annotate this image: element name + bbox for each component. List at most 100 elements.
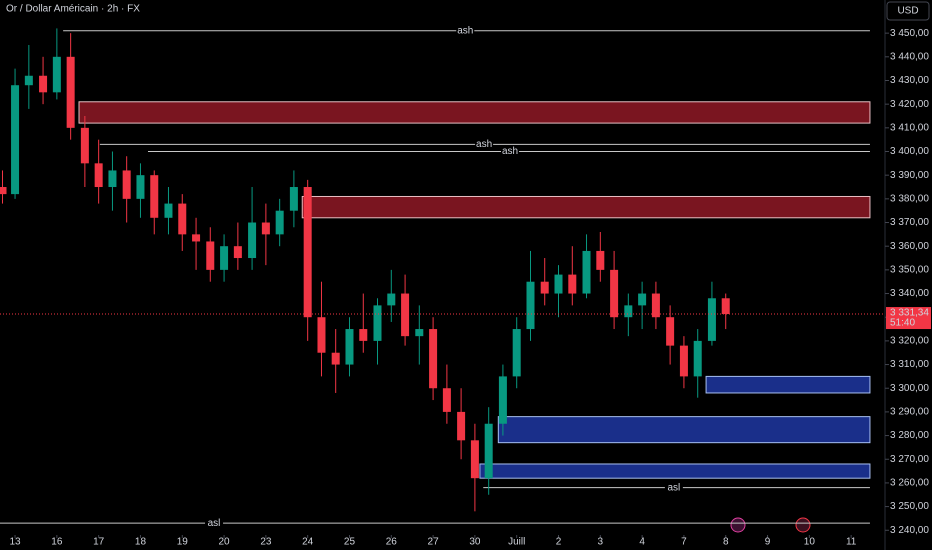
y-tick-label: 3 350,00 — [890, 265, 929, 276]
candle-body — [66, 56, 75, 128]
level-label: ash — [457, 25, 473, 36]
currency-label: USD — [897, 6, 918, 17]
candle-body — [707, 298, 716, 341]
candle-body — [24, 75, 33, 86]
candle-body — [512, 329, 521, 377]
candle-body — [220, 246, 229, 270]
y-tick-label: 3 290,00 — [890, 407, 929, 418]
x-tick-label: 16 — [51, 537, 63, 548]
level-label-bg — [664, 482, 683, 493]
candle-body — [289, 187, 298, 211]
candle-body — [568, 274, 577, 294]
candle-body — [638, 293, 647, 306]
currency-button[interactable] — [886, 1, 930, 21]
candle-body — [261, 222, 270, 235]
candle-body — [596, 250, 605, 270]
candle-body — [275, 210, 284, 235]
candle-body — [345, 329, 354, 365]
y-tick-label: 3 370,00 — [890, 217, 929, 228]
y-tick-label: 3 280,00 — [890, 430, 929, 441]
y-tick-label: 3 400,00 — [890, 146, 929, 157]
candle-body — [331, 352, 340, 365]
x-tick-label: 10 — [804, 537, 816, 548]
candle-body — [11, 85, 20, 195]
candle-body — [651, 293, 660, 318]
x-tick-label: 3 — [598, 537, 604, 548]
level-label: asl — [667, 482, 680, 493]
x-tick-label: 24 — [302, 537, 314, 548]
x-tick-label: 20 — [219, 537, 231, 548]
level-label-bg — [205, 518, 224, 529]
candle-body — [679, 345, 688, 377]
candle-body — [457, 411, 466, 441]
candle-body — [401, 293, 410, 337]
y-tick-label: 3 440,00 — [890, 51, 929, 62]
candle-body — [498, 376, 507, 424]
x-tick-label: 23 — [260, 537, 272, 548]
chart-title: Or / Dollar Américain · 2h · FX — [6, 4, 140, 15]
candle-body — [484, 423, 493, 479]
x-tick-label: 18 — [135, 537, 147, 548]
supply-zone — [78, 101, 871, 124]
x-tick-label: 8 — [723, 537, 729, 548]
candle-body — [192, 234, 201, 242]
candle-body — [387, 293, 396, 306]
y-tick-label: 3 450,00 — [890, 28, 929, 39]
y-tick-label: 3 320,00 — [890, 336, 929, 347]
x-tick-label: 7 — [681, 537, 687, 548]
level-label-bg — [475, 139, 494, 150]
candle-body — [122, 170, 131, 199]
x-tick-label: 17 — [93, 537, 105, 548]
y-tick-label: 3 260,00 — [890, 478, 929, 489]
candle-body — [164, 203, 173, 218]
candle-body — [150, 175, 159, 218]
candle-body — [666, 317, 675, 346]
x-tick-label: 19 — [177, 537, 189, 548]
level-label-bg — [501, 146, 520, 157]
x-tick-label: 26 — [386, 537, 398, 548]
y-tick-label: 3 240,00 — [890, 525, 929, 536]
candle-body — [554, 274, 563, 294]
candle-body — [526, 281, 535, 330]
x-tick-label: 27 — [428, 537, 440, 548]
flag-icon[interactable] — [795, 517, 811, 533]
candle-body — [136, 175, 145, 199]
candle-body — [108, 170, 117, 188]
x-tick-label: 4 — [639, 537, 645, 548]
candle-body — [206, 241, 215, 270]
candle-body — [624, 305, 633, 318]
y-tick-label: 3 430,00 — [890, 75, 929, 86]
y-tick-label: 3 380,00 — [890, 193, 929, 204]
x-tick-label: 13 — [9, 537, 21, 548]
last-price-box — [886, 307, 931, 330]
candle-body — [178, 203, 187, 235]
level-label: asl — [208, 518, 221, 529]
x-tick-label: 25 — [344, 537, 356, 548]
y-tick-label: 3 420,00 — [890, 99, 929, 110]
y-tick-label: 3 390,00 — [890, 170, 929, 181]
x-tick-label: 11 — [846, 537, 857, 548]
candle-body — [233, 246, 242, 259]
candle-body — [94, 163, 103, 188]
candle-body — [582, 250, 591, 294]
candle-body — [359, 329, 368, 341]
countdown-label: 51:40 — [890, 318, 915, 329]
supply-zone — [301, 195, 871, 219]
candle-body — [317, 317, 326, 353]
candle-body — [39, 75, 48, 93]
y-tick-label: 3 300,00 — [890, 383, 929, 394]
demand-zone — [705, 375, 871, 394]
last-price-label: 3 331,34 — [890, 308, 929, 319]
candle-body — [373, 305, 382, 341]
y-tick-label: 3 270,00 — [890, 454, 929, 465]
candle-body — [303, 187, 312, 318]
x-tick-label: Juill — [508, 537, 525, 548]
candle-body — [52, 56, 61, 93]
y-tick-label: 3 310,00 — [890, 359, 929, 370]
candle-body — [470, 440, 479, 479]
event-icon[interactable] — [730, 517, 746, 533]
candle-body — [0, 187, 7, 195]
